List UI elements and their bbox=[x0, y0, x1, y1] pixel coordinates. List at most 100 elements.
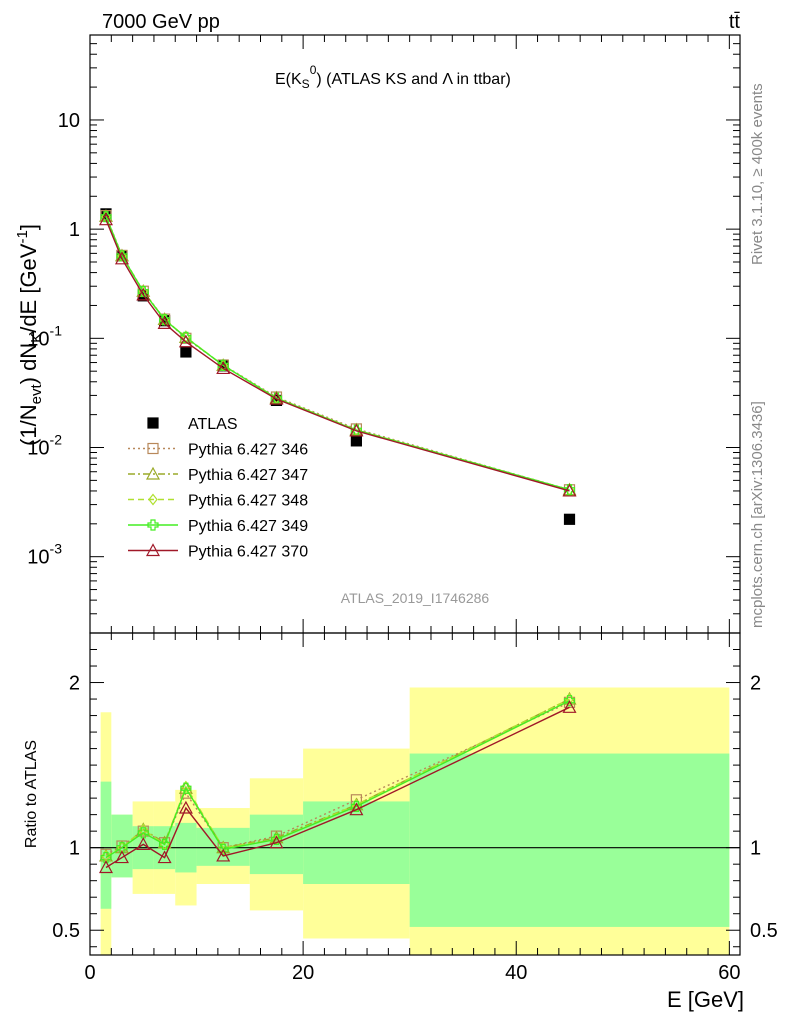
ratio-series-p349 bbox=[100, 695, 576, 864]
series-point bbox=[157, 316, 172, 329]
series-line bbox=[105, 216, 570, 491]
ratio-line bbox=[105, 701, 570, 855]
legend-label: Pythia 6.427 370 bbox=[188, 544, 308, 561]
series-point bbox=[114, 251, 129, 265]
ratio-point bbox=[217, 843, 229, 855]
ratio-point bbox=[269, 835, 284, 849]
ratio-point bbox=[564, 693, 575, 706]
ratio-series-p370 bbox=[98, 700, 577, 874]
legend-entry: Pythia 6.427 346 bbox=[128, 442, 308, 459]
data-point bbox=[350, 435, 362, 447]
ratio-point bbox=[180, 782, 192, 794]
main-series-p346 bbox=[100, 210, 576, 496]
legend-marker bbox=[145, 466, 161, 480]
legend-entry: Pythia 6.427 370 bbox=[128, 543, 308, 561]
main-ytick-label: 10-3 bbox=[27, 541, 62, 569]
ratio-point bbox=[563, 695, 576, 707]
series-point bbox=[178, 334, 193, 348]
legend-marker bbox=[147, 519, 159, 531]
ratio-line bbox=[105, 700, 570, 859]
ratio-point bbox=[136, 837, 151, 850]
ratio-ytick-label-left: 0.5 bbox=[52, 920, 80, 942]
x-tick-label: 0 bbox=[84, 962, 95, 984]
main-series-p347 bbox=[98, 209, 577, 496]
ratio-point bbox=[178, 800, 193, 814]
x-axis-label: E [GeV] bbox=[667, 987, 744, 1012]
analysis-ref: ATLAS_2019_I1746286 bbox=[341, 590, 490, 606]
ratio-frame bbox=[89, 632, 741, 956]
uncertainty-band-inner bbox=[100, 781, 112, 909]
ratio-ticks: 0 20 40 60 0.5 0.5 1 1 2 2 bbox=[52, 633, 778, 984]
series-line bbox=[105, 215, 570, 491]
ratio-point bbox=[114, 850, 129, 864]
legend-marker bbox=[147, 442, 159, 455]
ratio-ytick-label-left: 2 bbox=[69, 673, 80, 695]
series-point bbox=[216, 361, 231, 375]
x-tick-label: 40 bbox=[505, 962, 527, 984]
main-ylabel: (1/Nevt) dNK/dE [GeV-1] bbox=[14, 224, 45, 446]
main-series bbox=[98, 208, 577, 525]
legend-label: Pythia 6.427 346 bbox=[188, 442, 308, 459]
legend-entry: Pythia 6.427 347 bbox=[128, 466, 308, 484]
data-point bbox=[180, 346, 192, 358]
main-series-p370 bbox=[98, 212, 577, 497]
ratio-point bbox=[562, 700, 577, 713]
ratio-point bbox=[100, 851, 112, 864]
ratio-ylabel: Ratio to ATLAS bbox=[23, 740, 40, 848]
x-tick-label: 60 bbox=[718, 962, 740, 984]
ratio-point bbox=[157, 850, 172, 864]
legend-entry: ATLAS bbox=[147, 416, 238, 433]
ratio-line bbox=[105, 698, 570, 857]
legend-label: Pythia 6.427 347 bbox=[188, 467, 308, 484]
main-ytick-label: 10 bbox=[58, 110, 80, 132]
main-series-p349 bbox=[100, 211, 576, 496]
ratio-point bbox=[116, 842, 128, 854]
series-point bbox=[349, 423, 364, 437]
ratio-series bbox=[98, 691, 577, 874]
uncertainty-band-inner bbox=[303, 801, 410, 884]
legend-entry: Pythia 6.427 349 bbox=[128, 518, 308, 535]
main-series-p348 bbox=[101, 210, 575, 496]
ratio-panel: 0 20 40 60 0.5 0.5 1 1 2 2 Ratio to ATLAS E [GeV] bbox=[23, 632, 778, 1012]
legend-label: Pythia 6.427 349 bbox=[188, 518, 308, 535]
uncertainty-band-inner bbox=[111, 814, 133, 878]
ratio-point bbox=[138, 823, 149, 836]
series-point bbox=[562, 483, 577, 497]
header-right: tt̄ bbox=[729, 11, 741, 33]
main-ytick-label: 1 bbox=[69, 219, 80, 241]
uncertainty-band-inner bbox=[409, 753, 730, 927]
ratio-bands bbox=[100, 687, 730, 955]
series-point bbox=[269, 391, 284, 405]
ratio-point bbox=[98, 860, 113, 874]
ratio-ytick-label-right: 2 bbox=[750, 673, 761, 695]
series-point bbox=[98, 212, 113, 226]
ratio-point bbox=[137, 827, 149, 839]
main-series-data bbox=[100, 208, 576, 525]
rivet-label: Rivet 3.1.10, ≥ 400k events bbox=[749, 83, 766, 265]
legend-label: Pythia 6.427 348 bbox=[188, 493, 308, 510]
series-line bbox=[105, 216, 570, 491]
legend: ATLAS Pythia 6.427 346 Pythia 6.427 347 Pyt… bbox=[128, 416, 308, 561]
series-point bbox=[136, 287, 151, 301]
legend-marker bbox=[147, 417, 159, 429]
ratio-ytick-label-left: 1 bbox=[69, 838, 80, 860]
ratio-line bbox=[105, 706, 570, 869]
mcplots-label: mcplots.cern.ch [arXiv:1306.3436] bbox=[749, 401, 766, 628]
legend-marker bbox=[148, 493, 158, 506]
series-point bbox=[116, 250, 128, 262]
series-line bbox=[105, 219, 570, 492]
ratio-point bbox=[216, 848, 231, 862]
ratio-point bbox=[349, 802, 364, 816]
series-point bbox=[270, 392, 283, 404]
legend-label: ATLAS bbox=[188, 416, 238, 433]
x-tick-label: 20 bbox=[292, 962, 314, 984]
data-point bbox=[563, 513, 576, 525]
ratio-ytick-label-right: 1 bbox=[750, 838, 761, 860]
ratio-ytick-label-right: 0.5 bbox=[750, 920, 778, 942]
series-line bbox=[105, 216, 570, 491]
series-point bbox=[100, 211, 112, 223]
ratio-point bbox=[181, 780, 191, 793]
